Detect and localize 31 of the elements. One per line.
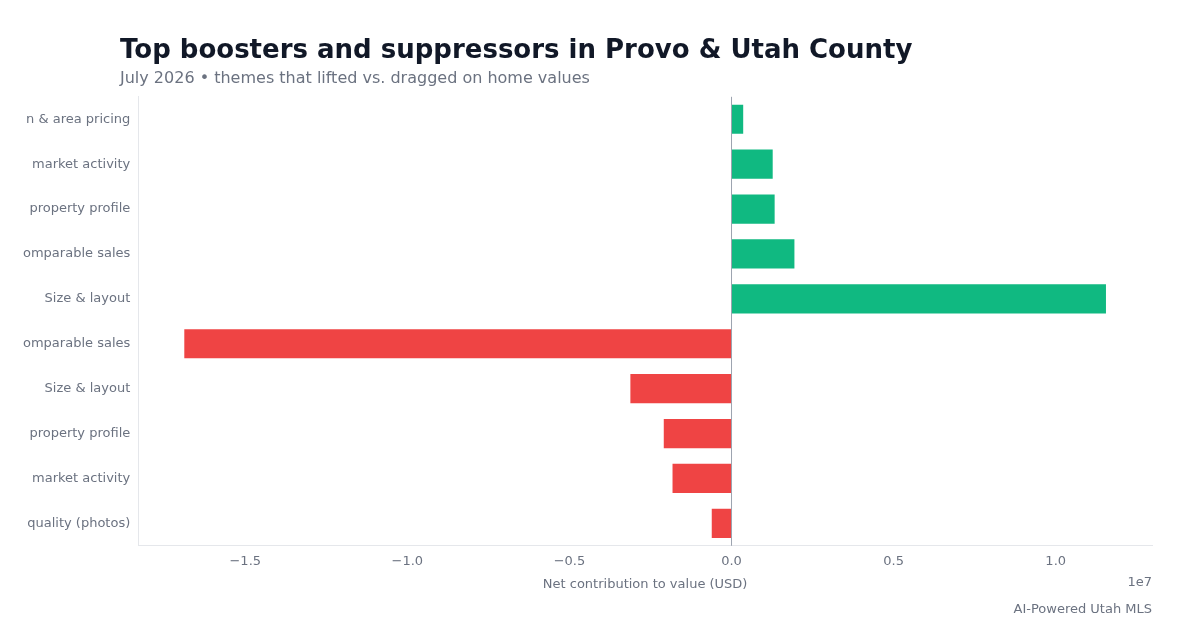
bar	[663, 418, 732, 449]
y-tick-label: market activity	[32, 469, 131, 485]
y-tick-label: Size & layout	[44, 380, 131, 396]
x-tick-label: 0.0	[721, 552, 742, 568]
text: 1e7	[1127, 574, 1152, 589]
y-tick-label: Size & layout	[44, 290, 131, 306]
chart-subtitle: July 2026 • themes that lifted vs. dragged on home values	[120, 68, 590, 87]
bar	[731, 239, 795, 269]
x-tick-label: 1.0	[1045, 552, 1067, 568]
bar	[711, 508, 732, 538]
y-tick-label: omparable sales	[23, 245, 131, 261]
text: AI-Powered Utah MLS	[1013, 601, 1152, 616]
y-tick-label: quality (photos)	[27, 514, 131, 530]
bar	[630, 374, 732, 404]
y-tick-label: property profile	[29, 200, 131, 216]
x-tick-label: −1.5	[229, 552, 262, 568]
x-tick-label: −0.5	[553, 552, 586, 568]
bar	[731, 194, 775, 224]
x-axis-title: Net contribution to value (USD)	[542, 575, 748, 591]
bar	[672, 463, 732, 494]
y-tick-label: market activity	[32, 155, 131, 171]
chart-title: Top boosters and suppressors in Provo & Utah County	[120, 34, 913, 64]
x-tick-label: −1.0	[391, 552, 424, 568]
bar	[184, 329, 732, 359]
y-tick-label: omparable sales	[23, 335, 131, 351]
bar	[731, 104, 744, 134]
bar	[731, 284, 1106, 314]
y-tick-label: n & area pricing	[26, 110, 131, 126]
x-tick-label: 0.5	[883, 552, 904, 568]
y-tick-label: property profile	[29, 424, 131, 440]
bar	[731, 149, 773, 179]
